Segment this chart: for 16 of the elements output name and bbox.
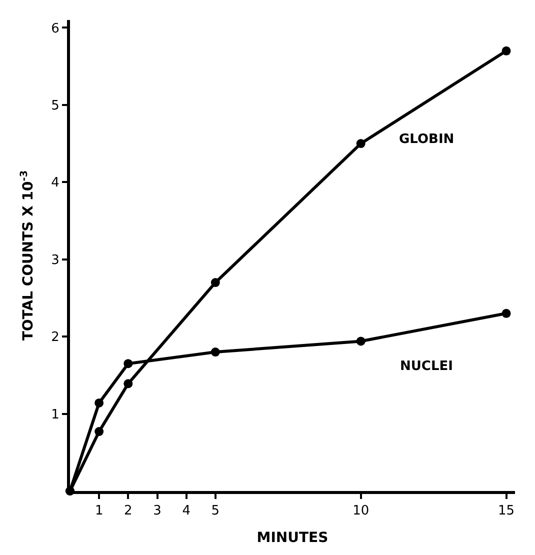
x-tick-label: 2 xyxy=(124,504,132,519)
x-tick-label: 15 xyxy=(498,504,515,519)
y-tick-label: 4 xyxy=(51,176,60,191)
x-tick-label: 5 xyxy=(211,504,220,519)
y-tick-label: 6 xyxy=(51,21,60,36)
x-tick-label: 3 xyxy=(153,504,162,519)
y-tick-label: 2 xyxy=(51,330,60,346)
y-tick-label: 3 xyxy=(51,252,60,268)
y-tick-label: 1 xyxy=(51,407,60,422)
x-axis-title: MINUTES xyxy=(256,530,328,546)
series-label: GLOBIN xyxy=(399,132,454,147)
x-tick-label: 4 xyxy=(182,504,190,519)
y-tick-label: 5 xyxy=(51,98,60,114)
x-tick-label: 1 xyxy=(94,504,104,519)
series-label: NUCLEI xyxy=(400,359,453,374)
x-tick-label: 10 xyxy=(352,504,370,519)
